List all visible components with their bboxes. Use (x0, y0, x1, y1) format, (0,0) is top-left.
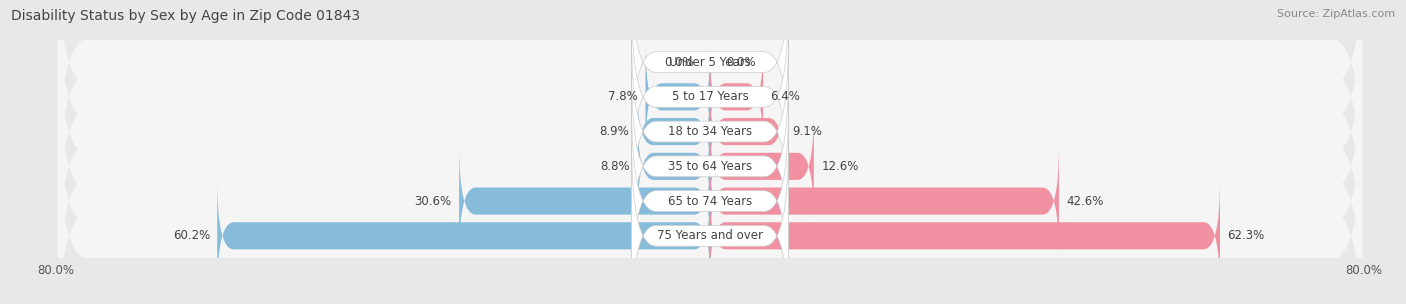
FancyBboxPatch shape (58, 0, 1362, 177)
Text: 6.4%: 6.4% (770, 90, 800, 103)
FancyBboxPatch shape (709, 76, 785, 188)
Text: 0.0%: 0.0% (664, 56, 693, 69)
FancyBboxPatch shape (631, 38, 789, 225)
Text: 35 to 64 Years: 35 to 64 Years (668, 160, 752, 173)
Text: 5 to 17 Years: 5 to 17 Years (672, 90, 748, 103)
Text: 12.6%: 12.6% (821, 160, 859, 173)
FancyBboxPatch shape (58, 121, 1362, 304)
FancyBboxPatch shape (58, 86, 1362, 304)
FancyBboxPatch shape (58, 0, 1362, 212)
Text: 65 to 74 Years: 65 to 74 Years (668, 195, 752, 208)
FancyBboxPatch shape (460, 145, 711, 257)
Text: 9.1%: 9.1% (793, 125, 823, 138)
FancyBboxPatch shape (637, 76, 711, 188)
Text: 0.0%: 0.0% (727, 56, 756, 69)
FancyBboxPatch shape (631, 142, 789, 304)
FancyBboxPatch shape (218, 180, 711, 292)
FancyBboxPatch shape (631, 107, 789, 295)
Text: 18 to 34 Years: 18 to 34 Years (668, 125, 752, 138)
Text: 62.3%: 62.3% (1227, 229, 1264, 242)
FancyBboxPatch shape (631, 73, 789, 260)
Text: 30.6%: 30.6% (415, 195, 451, 208)
FancyBboxPatch shape (631, 0, 789, 156)
FancyBboxPatch shape (631, 3, 789, 191)
FancyBboxPatch shape (709, 110, 814, 222)
Text: Disability Status by Sex by Age in Zip Code 01843: Disability Status by Sex by Age in Zip C… (11, 9, 360, 23)
Text: 7.8%: 7.8% (609, 90, 638, 103)
Text: 8.8%: 8.8% (600, 160, 630, 173)
FancyBboxPatch shape (709, 145, 1059, 257)
Text: Under 5 Years: Under 5 Years (669, 56, 751, 69)
Text: Source: ZipAtlas.com: Source: ZipAtlas.com (1277, 9, 1395, 19)
Text: 8.9%: 8.9% (599, 125, 628, 138)
FancyBboxPatch shape (637, 110, 711, 222)
FancyBboxPatch shape (709, 41, 763, 153)
Text: 60.2%: 60.2% (173, 229, 209, 242)
FancyBboxPatch shape (58, 52, 1362, 281)
FancyBboxPatch shape (645, 41, 711, 153)
FancyBboxPatch shape (58, 17, 1362, 246)
Text: 42.6%: 42.6% (1066, 195, 1104, 208)
Text: 75 Years and over: 75 Years and over (657, 229, 763, 242)
FancyBboxPatch shape (709, 180, 1220, 292)
